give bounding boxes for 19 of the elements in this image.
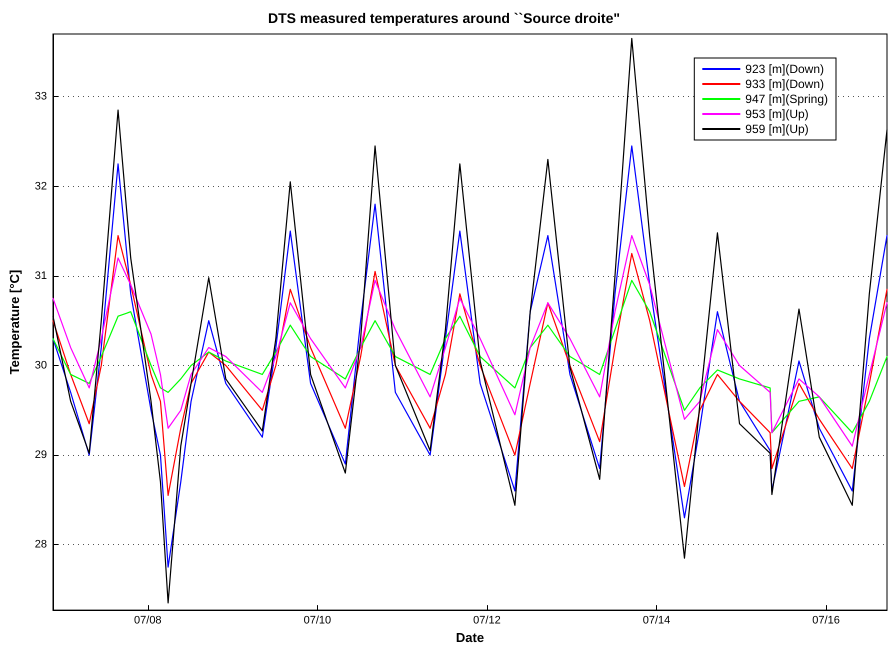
y-tick-label: 28 (34, 538, 47, 551)
y-axis-title: Temperature [°C] (7, 270, 22, 374)
legend-label: 947 [m](Spring) (745, 92, 828, 106)
chart-title: DTS measured temperatures around ``Source droite" (268, 10, 620, 26)
y-tick-label: 32 (34, 180, 47, 192)
y-tick-label: 33 (34, 90, 47, 103)
x-tick-label: 07/14 (642, 614, 670, 627)
x-axis-title: Date (456, 630, 484, 645)
y-tick-label: 29 (34, 449, 47, 462)
y-tick-label: 30 (34, 360, 47, 372)
y-tick-label: 31 (34, 270, 47, 282)
x-tick-label: 07/08 (134, 614, 162, 627)
x-tick-label: 07/12 (473, 614, 501, 627)
legend-label: 953 [m](Up) (745, 107, 809, 121)
legend-label: 933 [m](Down) (745, 77, 824, 91)
legend-label: 923 [m](Down) (745, 62, 824, 76)
x-tick-label: 07/10 (304, 614, 332, 627)
legend-label: 959 [m](Up) (745, 122, 809, 136)
x-tick-label: 07/16 (812, 614, 840, 627)
